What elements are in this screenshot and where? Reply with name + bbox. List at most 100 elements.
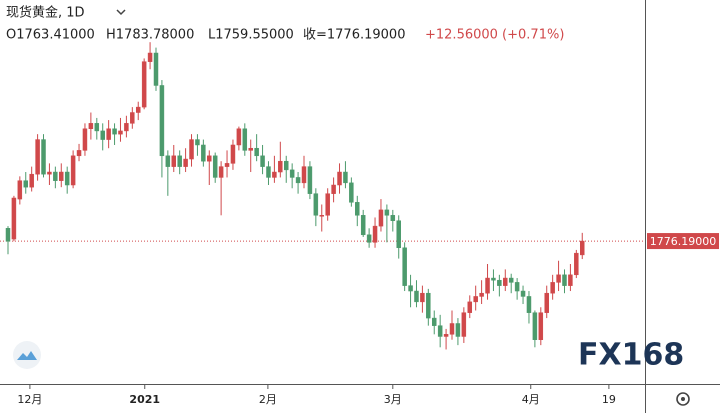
candle-body <box>76 150 82 157</box>
candle-body <box>106 128 111 140</box>
candle-body <box>508 277 514 283</box>
candle-body <box>212 155 218 178</box>
candle-body <box>230 144 236 164</box>
candle-body <box>325 193 330 216</box>
candle-body <box>574 252 579 276</box>
candle-body <box>420 292 425 303</box>
candle-body <box>278 160 283 173</box>
candle-body <box>153 52 159 86</box>
candle-body <box>124 123 129 132</box>
candle-body <box>532 312 538 340</box>
candle-body <box>396 220 401 249</box>
candle-body <box>5 228 11 242</box>
candle-body <box>195 139 200 146</box>
candle-body <box>455 323 461 337</box>
x-tick-label: 2021 <box>129 393 160 406</box>
candle-body <box>514 282 520 292</box>
candle-body <box>503 277 508 286</box>
candle-body <box>479 292 484 297</box>
last-price-label: 1776.19000 <box>650 235 716 248</box>
x-tick-label: 2月 <box>259 393 277 406</box>
candle-body <box>360 215 366 236</box>
candle-body <box>289 169 295 178</box>
candle-body <box>449 323 455 335</box>
candle-body <box>224 163 230 167</box>
candle-body <box>254 147 259 157</box>
x-tick-label: 12月 <box>17 393 42 406</box>
candle-body <box>443 334 449 337</box>
candle-body <box>366 234 372 243</box>
candle-body <box>100 130 105 140</box>
candle-body <box>431 317 437 326</box>
candle-body <box>266 166 271 178</box>
last-price-badge <box>647 233 719 250</box>
candle-body <box>568 274 573 286</box>
candle-body <box>70 155 76 186</box>
candle-body <box>295 177 301 184</box>
candle-body <box>538 312 544 340</box>
ohlc-row: O1763.41000 H1783.78000 L1759.55000 收=1776.… <box>6 28 564 43</box>
settings-icon[interactable] <box>676 392 690 406</box>
candle-body <box>301 166 307 184</box>
candle-body <box>331 184 336 194</box>
candle-body <box>47 171 52 175</box>
candle-body <box>437 325 443 337</box>
x-tick-label: 3月 <box>384 393 402 406</box>
candle-body <box>426 292 431 319</box>
candle-body <box>159 85 165 157</box>
candle-body <box>82 128 88 151</box>
candle-body <box>414 290 419 303</box>
cloud-icon[interactable] <box>13 341 41 369</box>
candle-body <box>53 171 58 181</box>
ohlc-value: 收=1776.19000 <box>303 28 405 43</box>
candle-body <box>260 155 265 167</box>
dropdown-chevron[interactable] <box>116 9 126 16</box>
candle-body <box>64 171 70 186</box>
candle-body <box>337 171 342 186</box>
candle-body <box>141 61 147 108</box>
candle-body <box>372 225 378 243</box>
candle-body <box>177 155 182 167</box>
candle-body <box>118 130 123 135</box>
candle-body <box>189 139 194 160</box>
candle-body <box>242 128 248 151</box>
candle-body <box>378 209 384 227</box>
candle-body <box>497 279 502 286</box>
candle-body <box>390 215 396 221</box>
candle-body <box>485 277 490 294</box>
candle-body <box>183 158 188 167</box>
symbol-title: 现货黄金, 1D <box>6 5 85 21</box>
candle-body <box>135 106 141 113</box>
x-tick-label: 4月 <box>522 393 540 406</box>
candle-body <box>88 123 94 129</box>
ohlc-value: H1783.78000 <box>106 28 194 43</box>
candle-body <box>307 166 313 194</box>
candle-body <box>59 171 64 181</box>
candle-body <box>473 296 478 303</box>
candle-body <box>218 166 224 178</box>
candle-body <box>272 171 277 178</box>
candle-body <box>402 247 407 286</box>
ohlc-value: O1763.41000 <box>6 28 95 43</box>
candle-body <box>147 52 153 62</box>
x-tick-label: 19 <box>602 393 616 406</box>
candle-body <box>408 285 413 292</box>
ohlc-value: +12.56000 (+0.71%) <box>425 28 564 43</box>
candle-body <box>384 209 390 216</box>
candle-body <box>355 202 360 216</box>
candle-body <box>17 180 23 200</box>
candle-body <box>236 128 242 146</box>
candle-body <box>23 180 29 188</box>
candle-body <box>544 292 549 313</box>
candle-body <box>201 144 206 162</box>
candle-body <box>207 155 212 162</box>
candle-body <box>461 312 467 337</box>
candle-body <box>112 128 117 135</box>
candle-body <box>562 274 567 286</box>
header: 现货黄金, 1D <box>6 5 126 21</box>
candle-body <box>319 215 325 217</box>
candle-body <box>550 282 555 294</box>
